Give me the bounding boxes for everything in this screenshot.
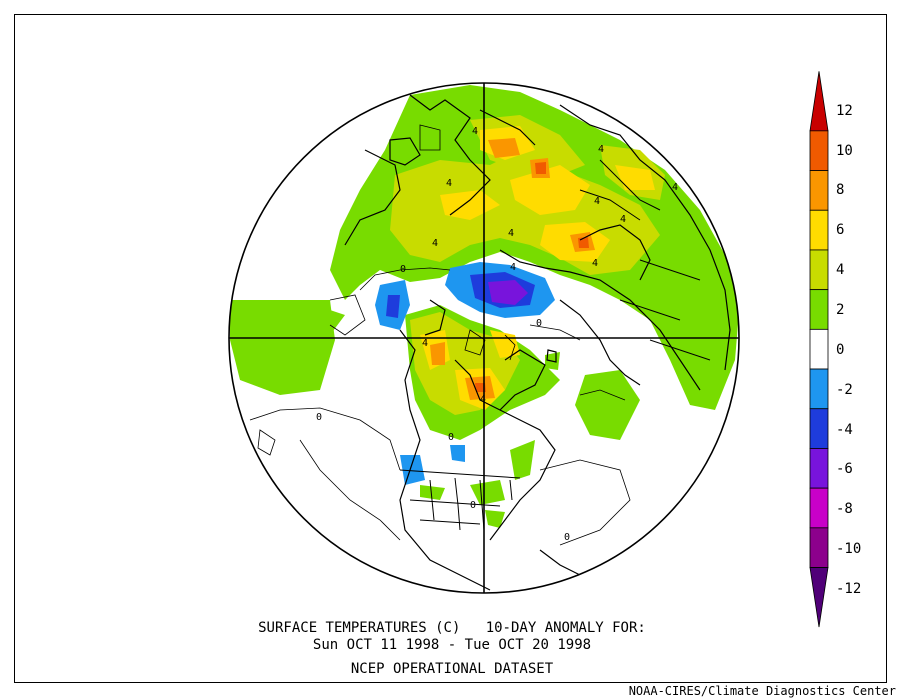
legend-label: 2: [836, 302, 845, 318]
color-bar-segment: [809, 527, 829, 568]
legend-label: 0: [836, 342, 845, 358]
contour-label: 4: [620, 214, 626, 225]
color-bar-segment: [809, 408, 829, 449]
contour-label: 4: [472, 126, 478, 137]
contour-label: 4: [432, 238, 438, 249]
map-boundary-circle: [228, 82, 740, 594]
color-bar-segment: [809, 249, 829, 291]
color-bar-segment: [809, 209, 829, 251]
contour-label: 0: [316, 412, 322, 423]
legend-label: 12: [836, 103, 853, 119]
legend-label: 6: [836, 222, 845, 238]
contour-label: 4: [672, 182, 678, 193]
color-bar-segment: [809, 71, 829, 132]
contour-labels: 4 4 4 4 4 4 4 4 4 4 0 0 0 0 0 0 4 4: [316, 126, 678, 543]
legend-label: -2: [836, 382, 853, 398]
anomaly-field-cold: [375, 262, 555, 485]
contour-lines: [249, 124, 631, 546]
legend-label: -8: [836, 501, 853, 517]
contour-label: 4: [510, 262, 516, 273]
color-bar-segment: [809, 487, 829, 529]
legend-label: -4: [836, 422, 853, 438]
legend-label: 8: [836, 182, 845, 198]
contour-label: 4: [594, 196, 600, 207]
title-line-1: SURFACE TEMPERATURES (C) 10-DAY ANOMALY …: [258, 620, 646, 636]
color-bar-segment: [809, 130, 829, 171]
color-bar-segment: [809, 567, 829, 628]
title-line-2: Sun OCT 11 1998 - Tue OCT 20 1998: [312, 637, 592, 653]
contour-label: 0: [564, 532, 570, 543]
coastlines: [344, 94, 731, 591]
contour-label: 4: [480, 394, 486, 405]
contour-label: 4: [422, 338, 428, 349]
credit-text: NOAA-CIRES/Climate Diagnostics Center: [628, 684, 896, 698]
color-bar-segment: [809, 368, 829, 410]
plot-frame: [14, 14, 887, 683]
color-bar-segment: [809, 170, 829, 211]
color-bar-segment: [809, 328, 829, 370]
contour-label: 0: [448, 432, 454, 443]
contour-label: 4: [598, 144, 604, 155]
political-borders: [399, 159, 711, 531]
color-bar-segment: [809, 448, 829, 489]
color-bar-segment: [809, 289, 829, 330]
contour-label: 0: [536, 318, 542, 329]
legend-label: -6: [836, 461, 853, 477]
legend-label: 10: [836, 143, 853, 159]
legend-label: 4: [836, 262, 845, 278]
contour-label: 0: [470, 500, 476, 511]
contour-label: 4: [508, 228, 514, 239]
legend-label: -10: [836, 541, 862, 557]
contour-label: 4: [446, 178, 452, 189]
contour-label: 0: [400, 264, 406, 275]
legend-label: -12: [836, 581, 862, 597]
contour-label: 4: [592, 258, 598, 269]
color-bar: [809, 71, 829, 628]
title-line-3: NCEP OPERATIONAL DATASET: [350, 661, 554, 677]
